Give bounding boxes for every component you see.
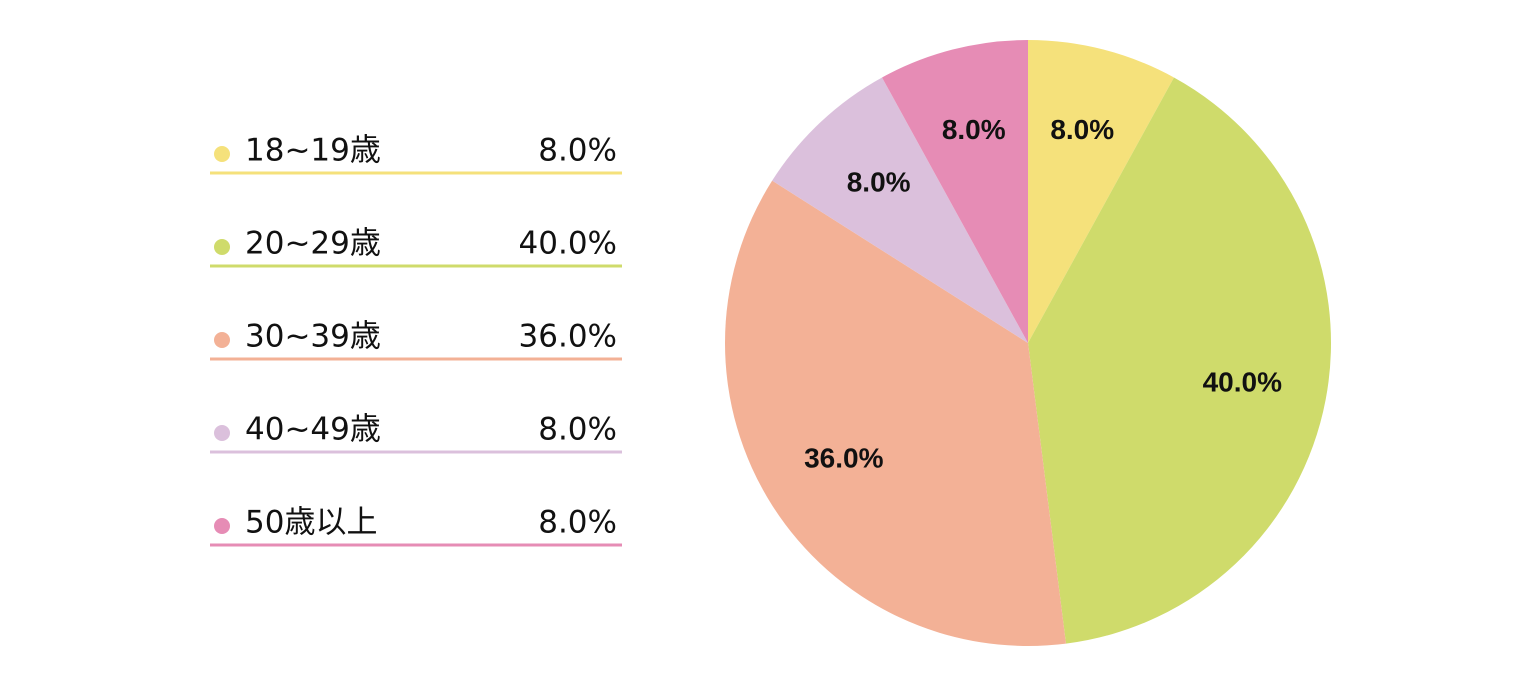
legend-value: 36.0%	[519, 319, 617, 355]
legend-marker	[214, 425, 230, 441]
legend-label: 18~19歳	[245, 133, 381, 169]
legend-marker	[214, 332, 230, 348]
legend-value: 8.0%	[538, 412, 617, 448]
legend-value: 8.0%	[538, 505, 617, 541]
slice-label: 40.0%	[1203, 366, 1282, 397]
legend-value: 8.0%	[538, 133, 617, 169]
legend-label: 30~39歳	[245, 319, 381, 355]
legend-marker	[214, 518, 230, 534]
slice-label: 8.0%	[942, 114, 1006, 145]
pie-slice	[882, 40, 1028, 343]
pie-slice	[724, 180, 1066, 647]
legend-marker	[214, 146, 230, 162]
pie-slice	[1028, 77, 1332, 644]
slice-label: 8.0%	[847, 166, 911, 197]
legend-label: 20~29歳	[245, 226, 381, 262]
slice-label: 36.0%	[804, 442, 883, 473]
pie-slice	[772, 77, 1028, 344]
legend-label: 40~49歳	[245, 412, 381, 448]
legend-marker	[214, 239, 230, 255]
pie-slice	[1028, 40, 1174, 343]
slice-label: 8.0%	[1050, 114, 1114, 145]
legend-value: 40.0%	[519, 226, 617, 262]
legend-label: 50歳以上	[245, 505, 377, 541]
